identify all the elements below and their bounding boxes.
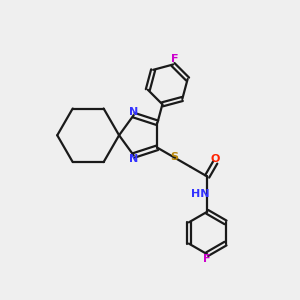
Text: N: N bbox=[129, 154, 138, 164]
Text: F: F bbox=[171, 54, 178, 64]
Text: O: O bbox=[211, 154, 220, 164]
Text: S: S bbox=[170, 152, 178, 162]
Text: F: F bbox=[203, 254, 211, 265]
Text: HN: HN bbox=[190, 189, 209, 199]
Text: N: N bbox=[129, 106, 138, 117]
